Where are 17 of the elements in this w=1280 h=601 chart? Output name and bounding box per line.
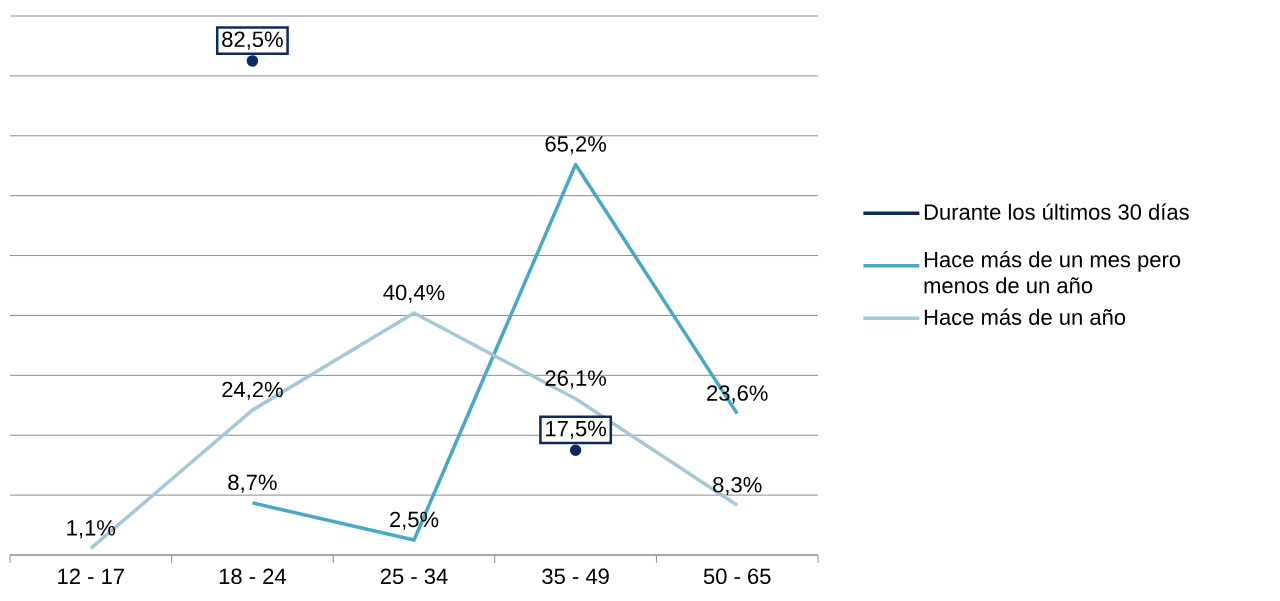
data-label: 17,5%	[546, 420, 607, 439]
data-label: 40,4%	[383, 284, 445, 303]
data-label: 8,3%	[713, 476, 762, 496]
x-tick-label: 25 - 34	[380, 568, 448, 585]
x-tick-label: 50 - 65	[703, 568, 771, 585]
x-tick-label: 18 - 24	[219, 568, 286, 585]
data-label: 82,5%	[222, 31, 283, 50]
x-tick-label: 35 - 49	[542, 568, 609, 585]
legend-label: Hace más de un año	[924, 308, 1126, 326]
data-label: 26,1%	[545, 370, 607, 389]
data-label: 1,1%	[67, 520, 116, 539]
legend-label: Durante los últimos 30 días	[924, 203, 1189, 220]
data-label: 24,2%	[222, 381, 283, 400]
legend-label: Hace más de un mes pero menos de un año	[924, 250, 1181, 294]
x-tick-label: 12 - 17	[58, 568, 124, 584]
data-label: 8,7%	[228, 474, 277, 493]
data-label: 65,2%	[545, 136, 607, 155]
